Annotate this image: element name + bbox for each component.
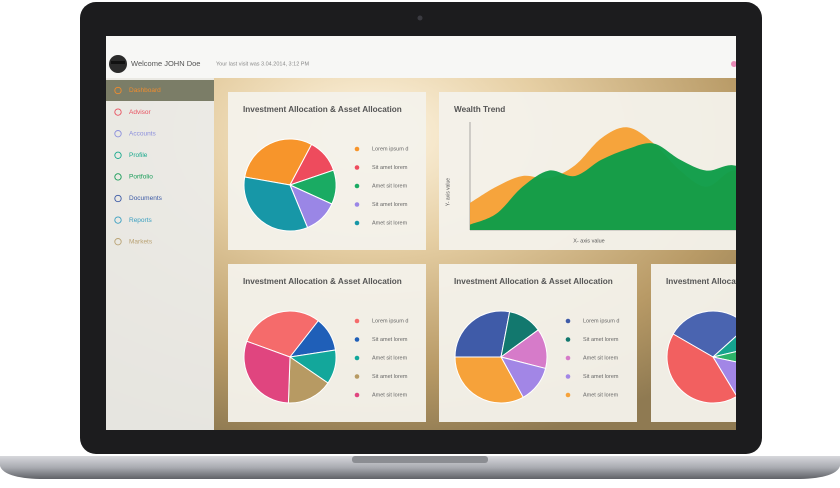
pie-slice [712,351,736,363]
pie-slice [454,310,511,358]
legend-label: Amet sit lorem [372,355,408,361]
menu-label: Reports [129,217,153,224]
pie-slice [243,176,309,232]
legend-label: Amet sit lorem [583,355,619,361]
screen: Welcome JOHN Doe Your last visit was 3.0… [106,36,825,430]
menu-icon [114,238,122,246]
menu-label: Markets [129,238,153,245]
legend-label: Amet sit lorem [372,183,408,189]
pie-slice [711,356,736,396]
pie-slice [246,310,320,358]
legend-label: Amet sit lorem [372,220,408,226]
menu: Dashboard Advisor Accounts Profile Portfolio… [114,86,163,246]
legend-label: Sit amet lorem [583,337,619,343]
pie-slice [454,356,524,404]
menu-label: Portfolio [129,174,153,181]
legend-swatch [565,318,571,324]
menu-icon [114,216,122,224]
legend-swatch [354,392,360,398]
legend-swatch [565,355,571,361]
avatar-glasses [111,61,125,64]
x-axis-label: X- axis value [573,238,605,244]
legend-swatch [354,318,360,324]
menu-item[interactable]: Markets [114,238,153,246]
notification-dot [731,61,736,67]
sidebar [106,78,214,430]
legend-label: Sit amet lorem [372,374,408,380]
panel: Wealth Trend Y- axis value X- axis value [439,92,736,250]
panel-title: Investment Allocation & Asset Allocation [243,277,402,286]
menu-label: Documents [129,195,163,202]
legend-label: Sit amet lorem [372,337,408,343]
menu-item[interactable]: Documents [114,194,163,203]
menu-item[interactable]: Portfolio [114,173,153,181]
panel: Investment Allocation & Asset Allocation [651,264,825,422]
legend-swatch [354,374,360,379]
legend-swatch [565,374,571,379]
menu-label: Accounts [129,130,156,137]
panel-title: Wealth Trend [454,105,505,114]
legend-label: Sit amet lorem [583,374,619,380]
panel-title: Investment Allocation & Asset Allocation [243,105,402,114]
top-bar [106,36,736,78]
menu-item[interactable]: Accounts [114,130,157,138]
menu-item[interactable]: Advisor [114,108,152,116]
menu-item[interactable]: Reports [114,216,153,224]
lid-notch [352,456,488,463]
legend-label: Lorem ipsum d [372,318,408,324]
pie-slice [244,138,313,186]
legend-swatch [354,165,360,170]
menu-label: Dashboard [129,87,161,94]
panel: Investment Allocation & Asset Allocation… [439,264,637,422]
legend-label: Amet sit lorem [583,392,619,398]
legend-label: Sit amet lorem [372,165,408,171]
menu-item[interactable]: Profile [114,151,148,159]
panel: Investment Allocation & Asset Allocation… [228,92,426,250]
panel-title: Investment Allocation & Asset Allocation [454,277,613,286]
panels: Investment Allocation & Asset Allocation… [228,92,825,422]
active-menu-item [106,80,214,101]
panel-title: Investment Allocation & Asset Allocation [666,277,825,286]
welcome-text: Welcome JOHN Doe [131,59,200,68]
legend-swatch [565,337,571,342]
pie-slice [712,335,736,358]
pie-slice [243,340,291,404]
menu-icon [114,86,122,95]
legend-swatch [354,337,360,342]
menu-icon [114,108,122,116]
legend-label: Lorem ipsum d [372,146,408,152]
menu-label: Profile [129,152,148,159]
legend-swatch [354,220,360,226]
last-visit: Your last visit was 3.04.2014, 3:12 PM [216,61,309,67]
menu-icon [114,173,122,181]
legend-swatch [354,202,360,207]
area-series [470,143,736,230]
menu-label: Advisor [129,109,152,116]
panel: Investment Allocation & Asset Allocation… [228,264,426,422]
camera [417,15,423,21]
legend-swatch [565,392,571,398]
menu-item[interactable]: Dashboard [114,86,161,95]
legend-swatch [354,146,360,152]
legend-swatch [354,183,360,189]
menu-icon [114,151,122,159]
pie-slice [287,356,329,404]
menu-icon [114,194,122,203]
laptop-base [0,456,840,479]
pie-slice [666,333,736,404]
y-axis-label: Y- axis value [445,178,451,206]
legend-label: Lorem ipsum d [583,318,619,324]
pie-slice [672,310,736,358]
legend-label: Sit amet lorem [372,202,408,208]
legend-swatch [354,355,360,361]
menu-icon [114,130,122,138]
legend-label: Amet sit lorem [372,392,408,398]
